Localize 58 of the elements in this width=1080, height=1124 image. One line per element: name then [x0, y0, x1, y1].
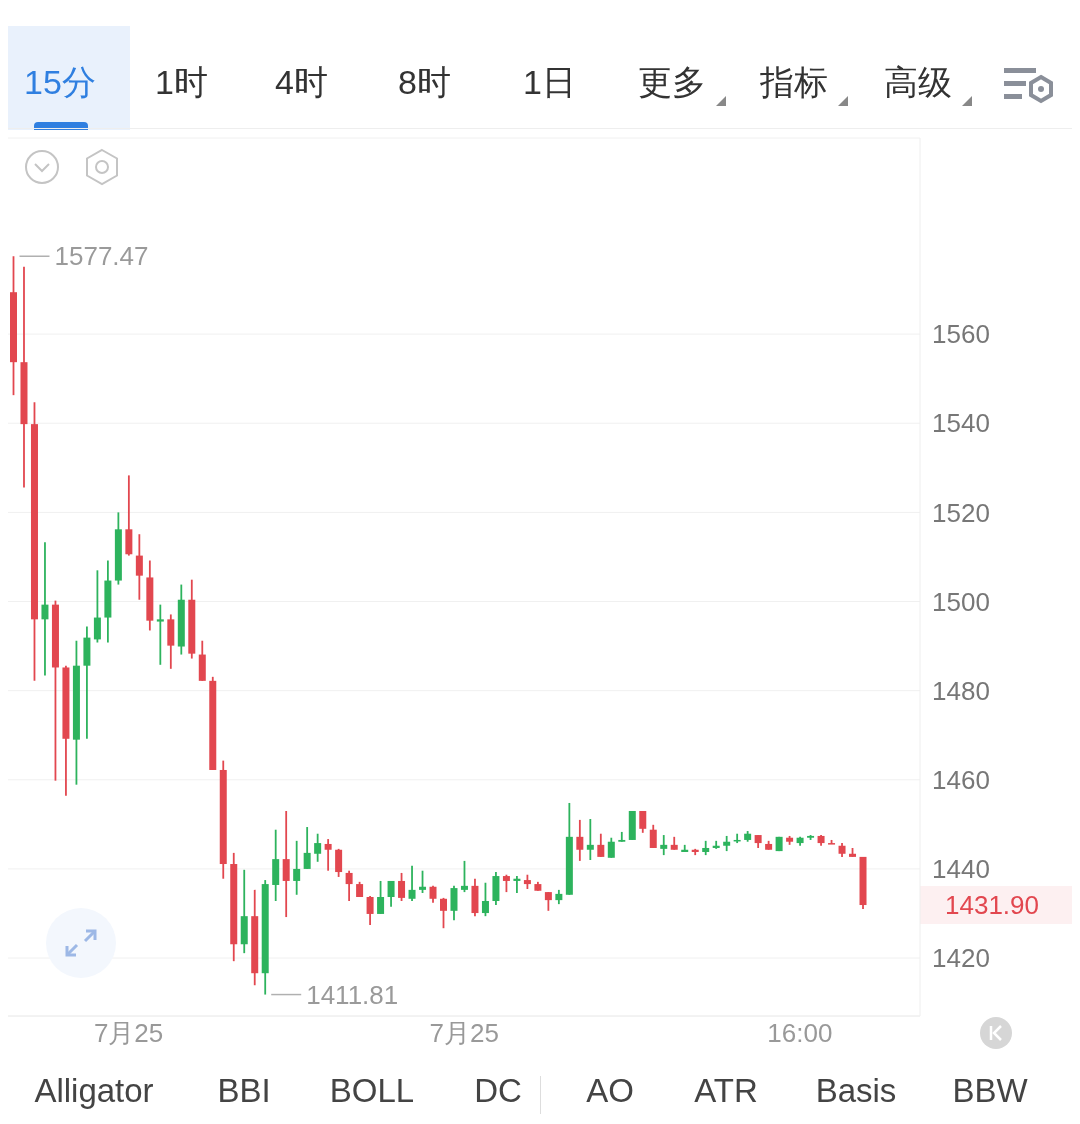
text: 高级	[884, 62, 952, 103]
candlestick	[660, 834, 668, 857]
candlestick	[314, 832, 322, 863]
y-tick-label: 1560	[932, 319, 990, 350]
candlestick	[398, 872, 406, 902]
text: 更多	[638, 62, 706, 103]
candlestick	[93, 569, 101, 644]
candlestick	[649, 823, 657, 849]
text: BBW	[952, 1072, 1028, 1110]
y-tick-label: 1500	[932, 586, 990, 617]
candlestick	[345, 869, 353, 902]
candlestick	[156, 603, 164, 666]
text: 15分	[24, 62, 96, 103]
candlestick	[607, 836, 615, 859]
text: ATR	[694, 1072, 758, 1110]
candlestick	[419, 869, 427, 894]
y-tick-label: 1420	[932, 943, 990, 974]
candlestick	[377, 880, 385, 915]
candlestick	[387, 880, 395, 908]
text: 指标	[760, 62, 828, 103]
candlestick	[41, 541, 49, 677]
text: Basis	[815, 1072, 897, 1110]
x-tick-label: 16:00	[767, 1018, 833, 1049]
candlestick	[335, 847, 343, 878]
y-tick-label: 1460	[932, 765, 990, 796]
text: 1日	[523, 62, 576, 103]
text: BBI	[217, 1072, 271, 1110]
text: 4时	[275, 62, 328, 103]
x-tick-label: 7月25	[429, 1018, 499, 1049]
candlestick	[324, 838, 332, 872]
candlestick	[586, 818, 594, 861]
candlestick	[576, 819, 584, 862]
candlestick	[303, 826, 311, 870]
y-tick-label: 1440	[932, 854, 990, 885]
x-tick-label: 7月25	[93, 1018, 164, 1049]
annotation: 1577.47	[54, 241, 149, 272]
y-tick-label: 1480	[932, 675, 990, 706]
candlestick	[450, 884, 458, 922]
text: 8时	[398, 62, 451, 103]
text: BOLL	[329, 1072, 415, 1110]
candlestick	[481, 881, 489, 918]
candlestick	[282, 810, 290, 918]
y-tick-label: 1540	[932, 408, 990, 439]
y-tick-label: 1520	[932, 497, 990, 528]
text: AO	[586, 1072, 634, 1110]
candlestick	[408, 864, 416, 902]
text: 1时	[155, 62, 208, 103]
text: DC	[474, 1072, 522, 1110]
annotation: 1411.81	[306, 979, 399, 1010]
text: 1431.90	[945, 890, 1039, 921]
candlestick	[544, 891, 552, 912]
candlestick	[440, 896, 447, 930]
candlestick	[597, 832, 605, 858]
candlestick	[135, 533, 143, 601]
candlestick	[366, 895, 374, 926]
text: Alligator	[34, 1072, 154, 1110]
candlestick	[293, 839, 301, 896]
candlestick	[460, 860, 468, 893]
